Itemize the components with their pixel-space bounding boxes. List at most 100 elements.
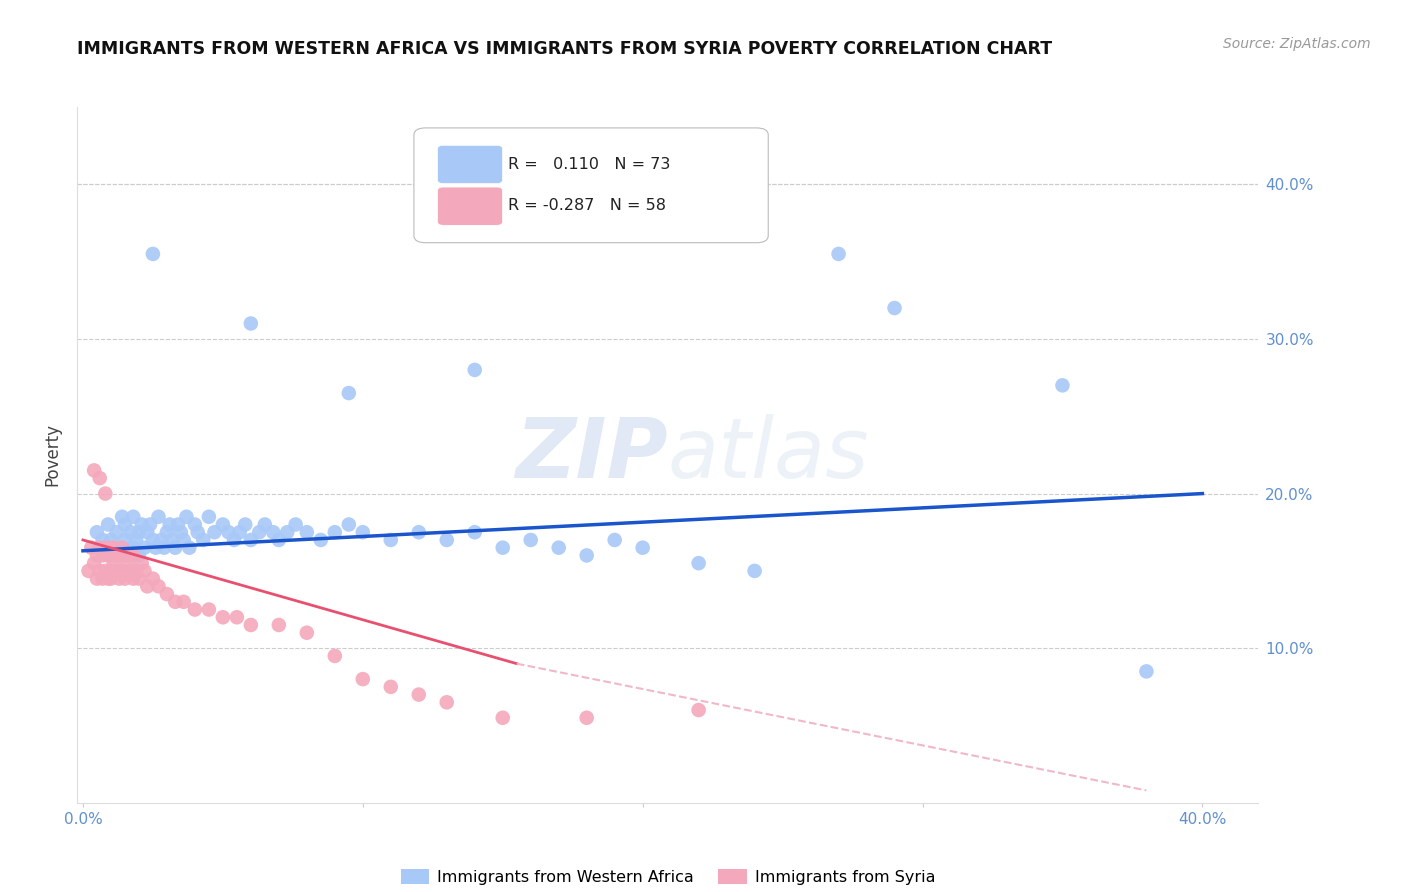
Text: Source: ZipAtlas.com: Source: ZipAtlas.com <box>1223 37 1371 52</box>
Point <box>122 509 145 524</box>
Point <box>827 247 849 261</box>
Point <box>128 572 150 586</box>
Point <box>167 517 190 532</box>
Point <box>159 517 181 532</box>
Point <box>408 688 430 702</box>
Point <box>100 549 122 563</box>
Point <box>262 525 284 540</box>
Point <box>142 572 165 586</box>
Point <box>139 517 162 532</box>
Point <box>464 363 486 377</box>
Text: IMMIGRANTS FROM WESTERN AFRICA VS IMMIGRANTS FROM SYRIA POVERTY CORRELATION CHAR: IMMIGRANTS FROM WESTERN AFRICA VS IMMIGR… <box>77 40 1053 58</box>
Point <box>225 610 247 624</box>
Point <box>352 525 374 540</box>
Point <box>352 672 374 686</box>
Text: atlas: atlas <box>668 415 869 495</box>
Point <box>91 533 114 547</box>
Point <box>94 541 117 555</box>
Point <box>295 525 318 540</box>
Point <box>173 595 195 609</box>
Point <box>114 572 136 586</box>
Point <box>128 525 150 540</box>
Point <box>688 556 710 570</box>
Point <box>492 711 515 725</box>
Text: R =   0.110   N = 73: R = 0.110 N = 73 <box>509 157 671 171</box>
Point <box>111 541 134 555</box>
Point <box>176 509 198 524</box>
Point <box>233 517 256 532</box>
Point <box>267 618 290 632</box>
Point <box>323 648 346 663</box>
Point <box>575 711 598 725</box>
Point <box>120 525 142 540</box>
Point <box>94 564 117 578</box>
Point <box>165 541 187 555</box>
Point <box>267 533 290 547</box>
Point <box>253 517 276 532</box>
Point <box>276 525 298 540</box>
Point <box>162 533 184 547</box>
Point <box>91 572 114 586</box>
Point <box>97 572 120 586</box>
Point <box>150 533 173 547</box>
Point <box>309 533 332 547</box>
Point <box>883 301 905 315</box>
Point <box>170 525 193 540</box>
Point <box>125 564 148 578</box>
Point <box>86 525 108 540</box>
Point <box>239 618 262 632</box>
Point <box>105 549 128 563</box>
Point <box>89 564 111 578</box>
Point <box>547 541 569 555</box>
Point <box>114 549 136 563</box>
Point <box>89 541 111 555</box>
Point <box>165 595 187 609</box>
Point <box>184 602 207 616</box>
Y-axis label: Poverty: Poverty <box>44 424 62 486</box>
Point <box>136 579 159 593</box>
Point <box>136 525 159 540</box>
FancyBboxPatch shape <box>437 187 502 226</box>
Point <box>83 463 105 477</box>
Point <box>187 525 209 540</box>
Point <box>97 517 120 532</box>
Point <box>83 556 105 570</box>
FancyBboxPatch shape <box>413 128 768 243</box>
Point <box>492 541 515 555</box>
Point <box>100 564 122 578</box>
Point <box>519 533 541 547</box>
Point <box>97 549 120 563</box>
Point <box>1052 378 1074 392</box>
Point <box>337 517 360 532</box>
Point <box>284 517 307 532</box>
Point <box>217 525 239 540</box>
Point <box>134 564 156 578</box>
Point <box>105 564 128 578</box>
Point <box>198 509 221 524</box>
Point <box>212 610 235 624</box>
Point <box>148 509 170 524</box>
Point <box>688 703 710 717</box>
Point <box>1135 665 1157 679</box>
Point <box>91 549 114 563</box>
Point <box>80 541 103 555</box>
Point <box>77 564 100 578</box>
Legend: Immigrants from Western Africa, Immigrants from Syria: Immigrants from Western Africa, Immigran… <box>394 863 942 891</box>
Point <box>408 525 430 540</box>
Point <box>103 556 125 570</box>
Point <box>198 602 221 616</box>
Point <box>631 541 654 555</box>
Point <box>114 533 136 547</box>
Point <box>128 549 150 563</box>
Point <box>156 525 179 540</box>
Point <box>86 572 108 586</box>
Point <box>323 525 346 540</box>
Point <box>103 541 125 555</box>
Point <box>100 541 122 555</box>
Point <box>153 541 176 555</box>
Point <box>228 525 250 540</box>
Point <box>575 549 598 563</box>
Point <box>100 533 122 547</box>
Point <box>142 247 165 261</box>
Point <box>120 564 142 578</box>
